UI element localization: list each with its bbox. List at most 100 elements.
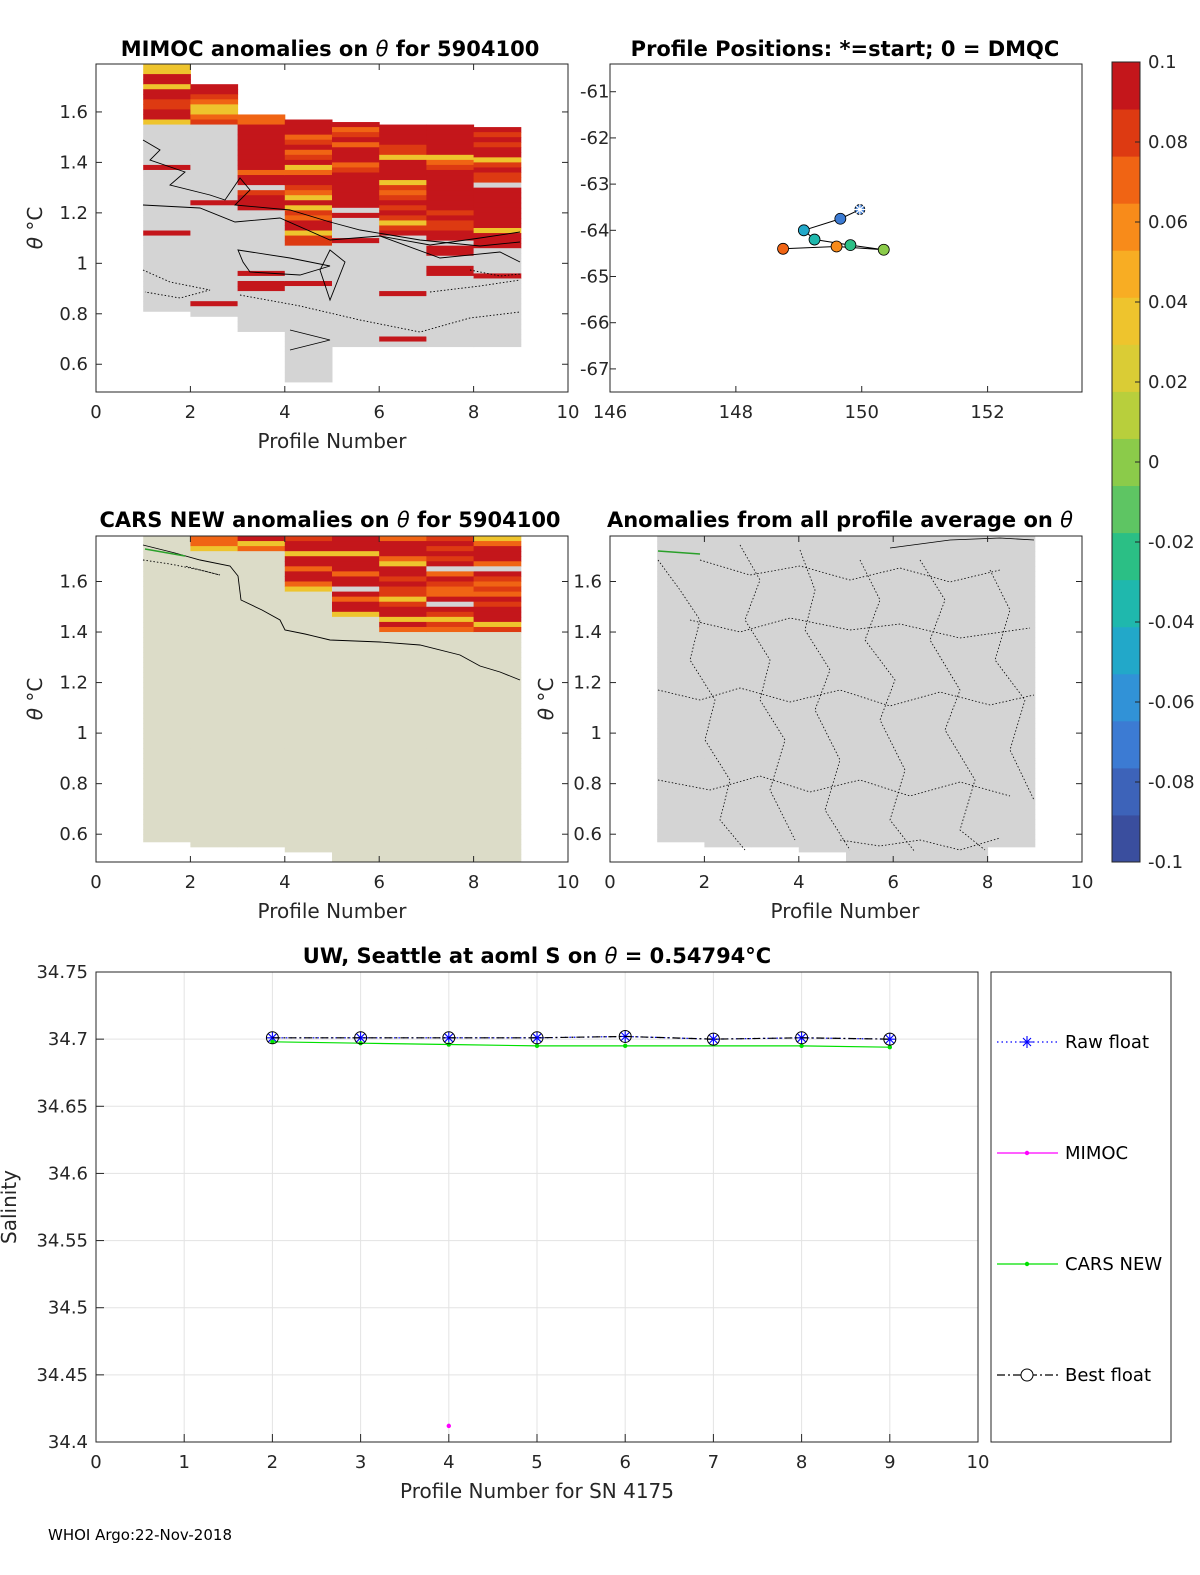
heatmap-cell bbox=[379, 124, 427, 131]
heatmap-cell bbox=[143, 616, 191, 623]
heatmap-cell bbox=[940, 637, 989, 643]
heatmap-cell bbox=[751, 621, 800, 628]
heatmap-cell bbox=[237, 712, 286, 719]
heatmap-cell bbox=[893, 637, 941, 643]
heatmap-cell bbox=[284, 576, 333, 582]
heatmap-cell bbox=[846, 738, 894, 744]
heatmap-cell bbox=[426, 803, 475, 810]
colorbar-tick-label: -0.04 bbox=[1148, 612, 1195, 633]
heatmap-cell bbox=[143, 291, 191, 297]
colorbar-segment bbox=[1112, 62, 1140, 110]
heatmap-cell bbox=[426, 129, 475, 136]
heatmap-cell bbox=[237, 748, 286, 754]
heatmap-cell bbox=[379, 596, 427, 603]
colorbar-tick-label: 0 bbox=[1148, 452, 1159, 473]
heatmap-cell bbox=[284, 758, 333, 764]
heatmap-cell bbox=[426, 849, 475, 855]
heatmap-cell bbox=[426, 566, 475, 572]
heatmap-cell bbox=[284, 225, 333, 232]
heatmap-cell bbox=[190, 621, 239, 628]
heatmap-cell bbox=[284, 351, 333, 358]
heatmap-cell bbox=[332, 339, 380, 345]
heatmap-cell bbox=[846, 657, 894, 663]
heatmap-cell bbox=[332, 556, 380, 562]
series-line bbox=[272, 1041, 890, 1048]
x-tick-label: 0 bbox=[90, 872, 101, 893]
heatmap-cell bbox=[379, 662, 427, 668]
y-tick-label: 34.6 bbox=[48, 1163, 88, 1184]
heatmap-cell bbox=[190, 733, 239, 739]
heatmap-cell bbox=[987, 546, 1036, 552]
heatmap-cell bbox=[846, 753, 894, 759]
heatmap-cell bbox=[143, 672, 191, 679]
heatmap-cell bbox=[426, 185, 475, 191]
heatmap-cell bbox=[284, 788, 333, 795]
heatmap-cell bbox=[846, 596, 894, 603]
heatmap-cell bbox=[332, 601, 380, 608]
heatmap-cell bbox=[190, 677, 239, 684]
heatmap-cell bbox=[237, 642, 286, 648]
best-float-point bbox=[265, 1031, 279, 1045]
heatmap-cell bbox=[657, 561, 705, 567]
heatmap-cell bbox=[657, 556, 705, 562]
heatmap-cell bbox=[473, 687, 522, 694]
heatmap-cell bbox=[473, 546, 522, 552]
heatmap-cell bbox=[332, 606, 380, 613]
heatmap-cell bbox=[846, 733, 894, 739]
heatmap-cell bbox=[473, 243, 522, 249]
heatmap-cell bbox=[473, 187, 522, 194]
heatmap-cell bbox=[473, 596, 522, 603]
heatmap-cell bbox=[893, 556, 941, 562]
heatmap-cell bbox=[143, 144, 191, 151]
heatmap-cell bbox=[798, 571, 847, 577]
raw-float-point bbox=[883, 1033, 896, 1046]
heatmap-cell bbox=[987, 748, 1036, 754]
heatmap-cell bbox=[190, 296, 239, 302]
heatmap-cell bbox=[143, 109, 191, 115]
y-tick-label: 0.6 bbox=[573, 824, 602, 845]
heatmap-cell bbox=[379, 260, 427, 267]
heatmap-cell bbox=[143, 149, 191, 156]
heatmap-cell bbox=[379, 733, 427, 739]
heatmap-cell bbox=[798, 561, 847, 567]
heatmap-cell bbox=[237, 205, 286, 211]
heatmap-cell bbox=[190, 124, 239, 131]
heatmap-cell bbox=[284, 250, 333, 257]
heatmap-cell bbox=[332, 632, 380, 638]
y-tick-label: 34.75 bbox=[36, 962, 88, 983]
heatmap-cell bbox=[893, 536, 941, 542]
heatmap-cell bbox=[379, 834, 427, 840]
heatmap-cell bbox=[893, 546, 941, 552]
heatmap-cell bbox=[190, 109, 239, 115]
heatmap-cell bbox=[751, 768, 800, 775]
heatmap-cell bbox=[426, 611, 475, 618]
heatmap-cell bbox=[190, 803, 239, 810]
heatmap-cell bbox=[473, 541, 522, 547]
heatmap-cell bbox=[332, 278, 380, 285]
heatmap-cell bbox=[657, 768, 705, 775]
heatmap-cell bbox=[379, 844, 427, 850]
heatmap-cell bbox=[940, 859, 989, 862]
avg-contour-7 bbox=[657, 687, 1035, 707]
heatmap-cell bbox=[704, 546, 753, 552]
heatmap-cell bbox=[332, 298, 380, 305]
colorbar-tick-label: 0.08 bbox=[1148, 132, 1188, 153]
heatmap-cell bbox=[284, 321, 333, 327]
heatmap-cell bbox=[379, 225, 427, 232]
heatmap-cell bbox=[284, 366, 333, 373]
heatmap-cell bbox=[987, 561, 1036, 567]
heatmap-cell bbox=[332, 768, 380, 775]
heatmap-cell bbox=[332, 268, 380, 274]
heatmap-cell bbox=[143, 260, 191, 267]
heatmap-cell bbox=[237, 581, 286, 588]
heatmap-cell bbox=[657, 702, 705, 709]
heatmap-cell bbox=[940, 758, 989, 764]
heatmap-cell bbox=[237, 616, 286, 623]
heatmap-cell bbox=[426, 556, 475, 562]
heatmap-cell bbox=[704, 844, 753, 848]
heatmap-cell bbox=[284, 541, 333, 547]
heatmap-cell bbox=[143, 793, 191, 800]
heatmap-cell bbox=[332, 137, 380, 143]
heatmap-cell bbox=[987, 682, 1036, 689]
heatmap-cell bbox=[143, 205, 191, 211]
